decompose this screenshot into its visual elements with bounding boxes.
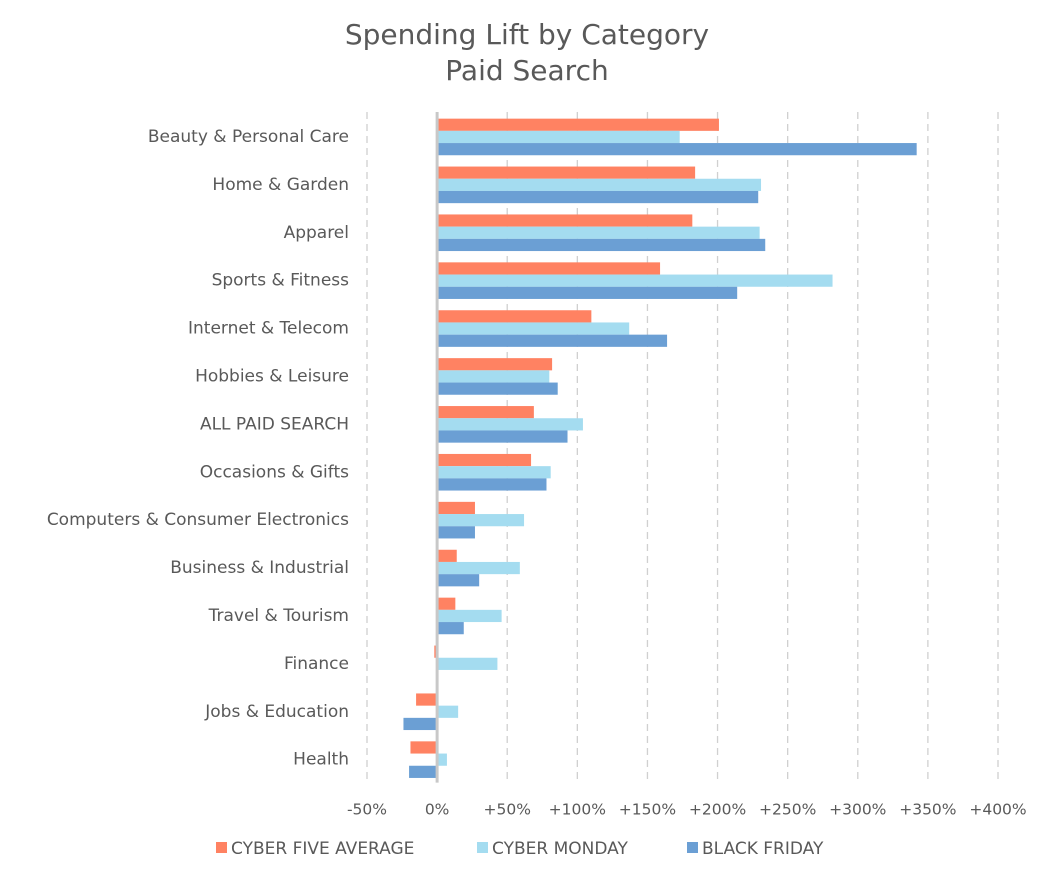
x-tick-label: +100% — [549, 801, 606, 819]
legend-swatch — [216, 842, 227, 853]
bar — [437, 430, 568, 443]
bar — [437, 418, 583, 431]
bar — [437, 226, 760, 239]
bar — [437, 334, 668, 347]
bar — [437, 574, 480, 587]
chart-subtitle: Paid Search — [445, 54, 608, 87]
category-label: Occasions & Gifts — [200, 462, 349, 482]
bar — [437, 358, 553, 371]
bar — [437, 178, 762, 191]
legend-swatch — [687, 842, 698, 853]
x-tick-label: -50% — [347, 801, 387, 819]
legend-label: CYBER FIVE AVERAGE — [231, 839, 414, 859]
bar — [437, 526, 475, 539]
category-label: Apparel — [284, 223, 349, 243]
bar — [437, 501, 475, 515]
category-label: Health — [293, 750, 349, 770]
bar — [437, 166, 696, 179]
bar — [437, 453, 532, 467]
category-label: Internet & Telecom — [188, 319, 349, 339]
bars — [403, 118, 917, 778]
bar — [437, 549, 457, 562]
bar — [410, 741, 438, 754]
legend-label: CYBER MONDAY — [492, 839, 628, 859]
bar — [437, 190, 759, 204]
category-label: Sports & Fitness — [212, 271, 350, 291]
category-label: Home & Garden — [212, 175, 349, 195]
gridlines — [366, 112, 999, 783]
bar — [437, 753, 447, 766]
bar — [409, 765, 438, 778]
legend: CYBER FIVE AVERAGE CYBER MONDAY BLACK FRID… — [216, 839, 824, 859]
chart-title: Spending Lift by Category — [345, 18, 709, 51]
x-tick-label: +150% — [619, 801, 676, 819]
x-tick-label: +400% — [969, 801, 1026, 819]
bar — [437, 406, 534, 419]
category-label: Travel & Tourism — [208, 606, 349, 626]
bar — [437, 118, 719, 131]
x-tick-label: +300% — [829, 801, 886, 819]
category-label: Finance — [284, 654, 349, 674]
category-label: Computers & Consumer Electronics — [47, 510, 349, 530]
bar — [437, 143, 917, 156]
bar — [437, 310, 592, 323]
bar — [437, 514, 525, 527]
bar — [437, 622, 464, 635]
bar — [437, 382, 558, 395]
bar — [437, 657, 498, 670]
bar — [437, 561, 520, 575]
legend-label: BLACK FRIDAY — [702, 839, 824, 859]
bar — [437, 609, 502, 623]
bar — [437, 466, 551, 479]
x-tick-label: 0% — [425, 801, 450, 819]
category-label: Hobbies & Leisure — [195, 366, 349, 386]
bar — [437, 262, 661, 275]
category-label: Business & Industrial — [170, 558, 349, 578]
bar — [437, 478, 547, 491]
category-label: Jobs & Education — [204, 702, 349, 722]
x-tick-labels: -50% 0% +50% +100% +150% +200% +250% +300% +350%… — [347, 801, 1027, 819]
bar — [437, 286, 738, 299]
bar — [437, 214, 693, 227]
x-tick-label: +50% — [483, 801, 530, 819]
category-label: Beauty & Personal Care — [148, 127, 349, 147]
bar — [437, 597, 456, 610]
bar — [403, 717, 438, 731]
x-tick-label: +350% — [899, 801, 956, 819]
x-tick-label: +200% — [689, 801, 746, 819]
category-label: ALL PAID SEARCH — [200, 414, 349, 434]
bar — [437, 705, 459, 718]
bar — [437, 274, 833, 287]
bar — [437, 322, 630, 335]
bar — [437, 130, 680, 144]
bar — [437, 238, 766, 252]
bar — [437, 370, 550, 383]
category-labels: Beauty & Personal Care Home & Garden Appar… — [47, 127, 349, 770]
bar — [416, 693, 438, 706]
x-tick-label: +250% — [759, 801, 816, 819]
legend-swatch — [477, 842, 488, 853]
